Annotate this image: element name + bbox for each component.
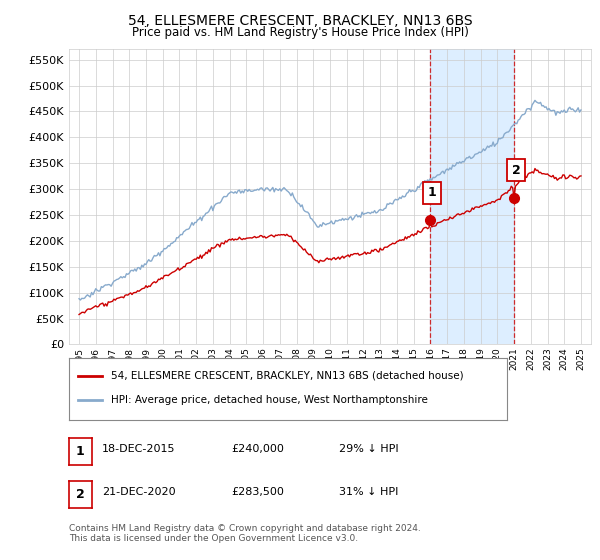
Text: £240,000: £240,000 [231,444,284,454]
Bar [430,49,514,344]
Text: 1: 1 [76,445,85,458]
Text: 2: 2 [512,164,520,176]
Text: Price paid vs. HM Land Registry's House Price Index (HPI): Price paid vs. HM Land Registry's House … [131,26,469,39]
Text: 31% ↓ HPI: 31% ↓ HPI [339,487,398,497]
Text: 54, ELLESMERE CRESCENT, BRACKLEY, NN13 6BS (detached house): 54, ELLESMERE CRESCENT, BRACKLEY, NN13 6… [110,371,463,381]
Text: Contains HM Land Registry data © Crown copyright and database right 2024.
This d: Contains HM Land Registry data © Crown c… [69,524,421,543]
Text: £283,500: £283,500 [231,487,284,497]
Text: 21-DEC-2020: 21-DEC-2020 [102,487,176,497]
Text: 54, ELLESMERE CRESCENT, BRACKLEY, NN13 6BS: 54, ELLESMERE CRESCENT, BRACKLEY, NN13 6… [128,14,472,28]
Text: 1: 1 [428,186,437,199]
Text: 29% ↓ HPI: 29% ↓ HPI [339,444,398,454]
Text: 2: 2 [76,488,85,501]
Text: 18-DEC-2015: 18-DEC-2015 [102,444,176,454]
Text: HPI: Average price, detached house, West Northamptonshire: HPI: Average price, detached house, West… [110,395,427,405]
